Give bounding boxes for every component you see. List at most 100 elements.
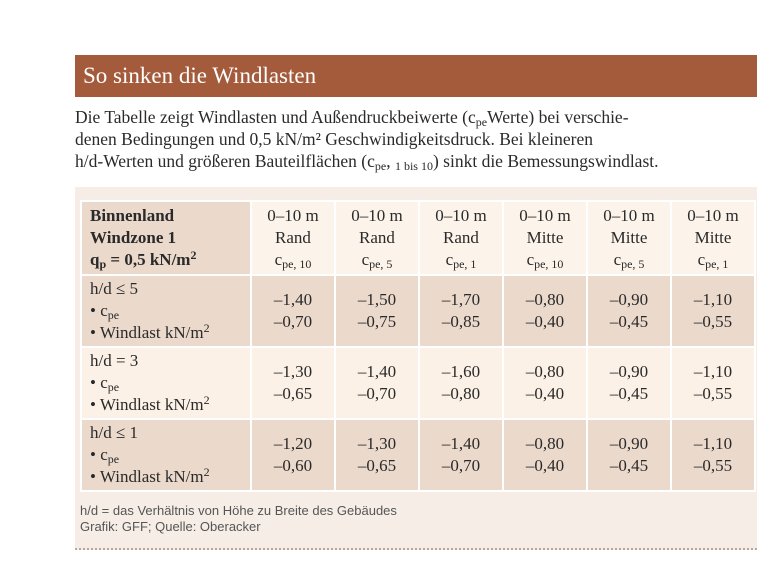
range: 0–10 m	[351, 206, 403, 225]
coefficient: cpe, 1	[672, 249, 754, 271]
bullet: • cpe	[90, 372, 250, 394]
value: –1,30	[273, 362, 313, 381]
value: –1,50	[357, 290, 397, 309]
superscript: 2	[203, 465, 210, 479]
row-label: h/d ≤ 5 • cpe • Windlast kN/m2	[80, 274, 252, 348]
value: –1,40	[273, 290, 313, 309]
bullet: • Windlast kN/m2	[90, 466, 250, 488]
value-cell: –1,40 –0,70	[250, 274, 336, 348]
text: Werte) bei verschie-	[487, 107, 629, 127]
zone: Rand	[443, 228, 479, 247]
symbol: c	[526, 250, 535, 269]
label: h/d = 3	[90, 351, 139, 370]
corner-line: Windzone 1	[90, 228, 177, 247]
text: q	[90, 250, 100, 269]
range: 0–10 m	[435, 206, 487, 225]
row-label: h/d ≤ 1 • cpe • Windlast kN/m2	[80, 418, 252, 492]
coefficient: cpe, 10	[252, 249, 334, 271]
column-header: 0–10 m Mitte cpe, 10	[502, 200, 588, 276]
value: –0,45	[609, 312, 649, 331]
value: –0,90	[609, 290, 649, 309]
value: –0,55	[693, 456, 733, 475]
value-cell: –0,80 –0,40	[502, 418, 588, 492]
text: h/d-Werten und größeren Bauteilflächen (…	[75, 151, 375, 171]
value: –0,80	[525, 290, 565, 309]
zone: Rand	[359, 228, 395, 247]
value-cell: –1,30 –0,65	[250, 346, 336, 420]
intro-line: h/d-Werten und größeren Bauteilflächen (…	[75, 150, 765, 172]
column-header: 0–10 m Rand cpe, 1	[418, 200, 504, 276]
value: –0,90	[609, 434, 649, 453]
value: –0,90	[609, 362, 649, 381]
subscript: pe	[107, 380, 120, 394]
coefficient: cpe, 5	[336, 249, 418, 271]
subscript: p	[99, 257, 107, 271]
value: –0,60	[273, 456, 313, 475]
column-header: 0–10 m Mitte cpe, 1	[670, 200, 756, 276]
table-box: Binnenland Windzone 1 qp = 0,5 kN/m2 0–10 m…	[75, 187, 757, 550]
value: –0,40	[525, 384, 565, 403]
value-cell: –1,10 –0,55	[670, 346, 756, 420]
value: –1,10	[693, 290, 733, 309]
intro-line: Die Tabelle zeigt Windlasten und Außendr…	[75, 106, 765, 128]
coefficient: cpe, 10	[504, 249, 586, 271]
value: –1,10	[693, 434, 733, 453]
value-cell: –1,40 –0,70	[334, 346, 420, 420]
value: –1,40	[441, 434, 481, 453]
value-cell: –1,50 –0,75	[334, 274, 420, 348]
table-row: h/d = 3 • cpe • Windlast kN/m2 –1,30 –0,65 –1…	[80, 346, 756, 420]
corner-line: qp = 0,5 kN/m2	[90, 249, 250, 271]
text: denen Bedingungen und 0,5 kN/m² Geschwin…	[75, 129, 593, 149]
value-cell: –0,90 –0,45	[586, 346, 672, 420]
text: • c	[90, 301, 108, 320]
intro-line: denen Bedingungen und 0,5 kN/m² Geschwin…	[75, 128, 765, 150]
range: 0–10 m	[519, 206, 571, 225]
bullet: • cpe	[90, 444, 250, 466]
value: –0,85	[441, 312, 481, 331]
text: ,	[386, 151, 395, 171]
bullet: • Windlast kN/m2	[90, 394, 250, 416]
subscript: 1 bis 10	[394, 159, 433, 173]
value-cell: –0,80 –0,40	[502, 274, 588, 348]
footnote: Grafik: GFF; Quelle: Oberacker	[80, 519, 261, 534]
bullet: • cpe	[90, 300, 250, 322]
column-header: 0–10 m Rand cpe, 10	[250, 200, 336, 276]
text: • c	[90, 445, 108, 464]
symbol: c	[445, 250, 454, 269]
zone: Rand	[275, 228, 311, 247]
row-label: h/d = 3 • cpe • Windlast kN/m2	[80, 346, 252, 420]
corner-line: Binnenland	[90, 206, 175, 225]
value: –0,70	[357, 384, 397, 403]
subscript: pe, 1	[705, 257, 729, 271]
range: 0–10 m	[687, 206, 739, 225]
header-row: Binnenland Windzone 1 qp = 0,5 kN/m2 0–10 m…	[80, 200, 756, 276]
value-cell: –0,90 –0,45	[586, 274, 672, 348]
value: –0,45	[609, 456, 649, 475]
subscript: pe, 10	[282, 257, 312, 271]
superscript: 2	[203, 321, 210, 335]
value: –1,70	[441, 290, 481, 309]
value: –0,45	[609, 384, 649, 403]
symbol: c	[274, 250, 283, 269]
subscript: pe	[107, 452, 120, 466]
value-cell: –1,20 –0,60	[250, 418, 336, 492]
subscript: pe, 1	[453, 257, 477, 271]
subscript: pe	[475, 115, 488, 129]
column-header: 0–10 m Rand cpe, 5	[334, 200, 420, 276]
range: 0–10 m	[603, 206, 655, 225]
value-cell: –1,10 –0,55	[670, 418, 756, 492]
label: h/d ≤ 1	[90, 423, 139, 442]
value: –0,55	[693, 312, 733, 331]
subscript: pe	[107, 308, 120, 322]
zone: Mitte	[526, 228, 564, 247]
footnotes: h/d = das Verhältnis von Höhe zu Breite …	[80, 503, 397, 535]
value: –0,65	[357, 456, 397, 475]
value-cell: –0,80 –0,40	[502, 346, 588, 420]
subscript: pe, 5	[369, 257, 393, 271]
value-cell: –1,10 –0,55	[670, 274, 756, 348]
value: –1,10	[693, 362, 733, 381]
coefficient: cpe, 1	[420, 249, 502, 271]
symbol: c	[697, 250, 706, 269]
subscript: pe, 5	[621, 257, 645, 271]
